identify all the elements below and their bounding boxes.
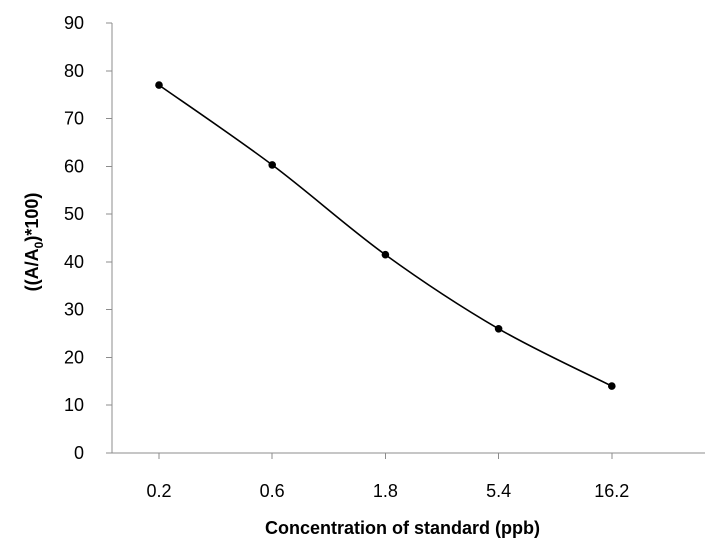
x-tick-label: 0.2 xyxy=(146,481,171,501)
y-tick-label: 70 xyxy=(64,109,84,129)
y-tick-label: 30 xyxy=(64,300,84,320)
y-axis-title-part: )*100) xyxy=(22,193,42,242)
axis-titles: Concentration of standard (ppb) ((A/A0)*… xyxy=(22,193,540,538)
y-tick-label: 20 xyxy=(64,347,84,367)
y-tick-label: 10 xyxy=(64,395,84,415)
data-point xyxy=(268,161,277,169)
x-tick-label: 5.4 xyxy=(486,481,511,501)
y-tick-label: 0 xyxy=(74,443,84,463)
y-axis-title-subscript: 0 xyxy=(32,241,46,248)
x-axis-title: Concentration of standard (ppb) xyxy=(265,518,540,538)
data-point xyxy=(494,324,503,333)
y-tick-label: 50 xyxy=(64,204,84,224)
x-tick-label: 16.2 xyxy=(594,481,629,501)
y-axis-title: ((A/A0)*100) xyxy=(22,193,46,292)
x-axis: 0.2 0.6 1.8 5.4 16.2 xyxy=(112,452,705,501)
data-point xyxy=(608,382,616,390)
y-tick-label: 60 xyxy=(64,156,84,176)
y-tick-label: 90 xyxy=(64,13,84,33)
y-tick-label: 80 xyxy=(64,61,84,81)
x-tick-label: 0.6 xyxy=(260,481,285,501)
y-tick-label: 40 xyxy=(64,252,84,272)
data-point xyxy=(155,81,163,89)
y-axis: 0 10 20 30 40 50 60 70 80 90 xyxy=(64,13,113,463)
series-line xyxy=(158,84,613,387)
series-layer xyxy=(155,81,616,390)
y-axis-title-part: ((A/A xyxy=(22,248,42,291)
x-tick-label: 1.8 xyxy=(373,481,398,501)
data-point xyxy=(381,250,390,259)
